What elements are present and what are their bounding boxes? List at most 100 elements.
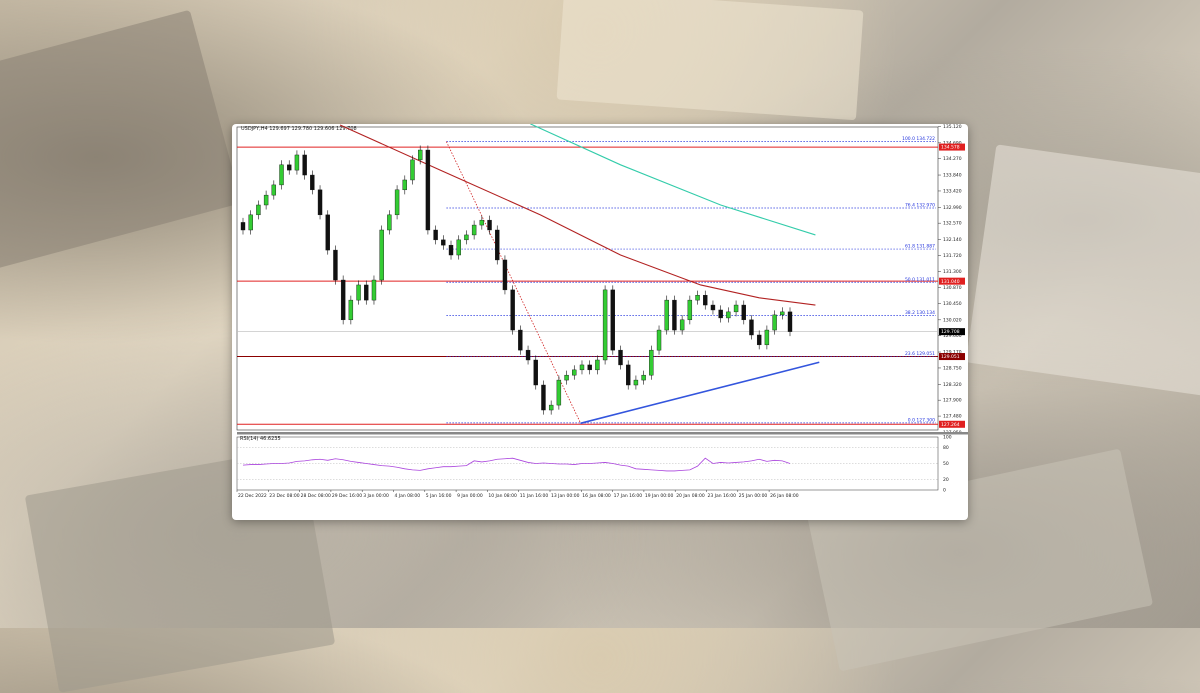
y-tick-label: 132.570 (943, 221, 962, 227)
candle-body (317, 189, 323, 216)
candle-body (279, 164, 284, 186)
x-tick-label: 26 Jan 08:00 (770, 493, 799, 499)
chart-card: USDJPY,H4 129.697 129.780 129.606 129.70… (232, 124, 968, 520)
y-tick-label: 127.480 (943, 414, 962, 420)
y-tick-label: 129.600 (943, 333, 962, 339)
x-tick-label: 23 Jan 16:00 (708, 493, 737, 499)
candle-body (356, 284, 361, 301)
candle-body (240, 222, 246, 231)
plot-frame (236, 126, 939, 431)
y-tick-label: 135.120 (943, 124, 962, 130)
candle-body (256, 204, 261, 216)
candle-body (687, 299, 693, 321)
candle-body (556, 379, 562, 406)
candle-body (733, 304, 739, 313)
candle-body (664, 299, 669, 331)
y-tick-label: 133.840 (943, 173, 962, 179)
y-tick-label: 127.900 (943, 398, 962, 404)
candle-body (441, 239, 446, 246)
candle-body (764, 329, 770, 346)
candle-body (518, 329, 523, 351)
x-tick-label: 23 Dec 08:00 (269, 493, 299, 499)
price-label: 131.040 (941, 279, 960, 285)
rsi-tick-label: 80 (943, 445, 949, 451)
candle-body (471, 224, 477, 236)
candle-body (464, 234, 469, 241)
x-tick-label: 3 Jan 00:00 (363, 493, 389, 499)
fib-level-label: 23.6 129.051 (905, 351, 935, 357)
chart-title: USDJPY,H4 129.697 129.780 129.606 129.70… (241, 126, 357, 132)
x-tick-label: 29 Dec 16:00 (332, 493, 362, 499)
y-tick-label: 134.270 (943, 156, 962, 162)
price-label-bg (939, 143, 965, 151)
y-tick-label: 128.750 (943, 365, 962, 371)
candle-body (340, 279, 346, 321)
candle-body (525, 349, 531, 361)
candle-body (379, 229, 384, 281)
fib-level-label: 76.4 132.970 (905, 203, 935, 209)
candle-body (587, 364, 592, 371)
x-tick-label: 13 Jan 00:00 (551, 493, 580, 499)
candle-body (387, 214, 392, 231)
y-tick-label: 131.720 (943, 253, 962, 259)
x-tick-label: 5 Jan 16:00 (426, 493, 452, 499)
candle-body (595, 359, 600, 371)
y-tick-label: 134.690 (943, 140, 962, 146)
candle-body (364, 284, 369, 301)
x-tick-label: 28 Dec 08:00 (301, 493, 331, 499)
candle-body (695, 294, 700, 301)
rsi-tick-label: 100 (943, 435, 952, 441)
candle-body (633, 379, 639, 386)
fib-level-label: 100.0 134.722 (902, 136, 935, 142)
fib-level-label: 61.8 131.887 (905, 244, 935, 250)
x-tick-label: 16 Jan 08:00 (582, 493, 611, 499)
y-tick-label: 128.320 (943, 382, 962, 388)
x-tick-label: 25 Jan 00:00 (739, 493, 768, 499)
price-label: 127.264 (941, 422, 960, 428)
candle-body (579, 364, 585, 371)
candle-body (348, 299, 354, 321)
y-tick-label: 130.870 (943, 285, 962, 291)
y-tick-label: 130.020 (943, 317, 962, 323)
current-price-bg (939, 328, 965, 336)
candle-body (726, 311, 731, 319)
candle-body (703, 294, 708, 306)
price-label-bg (939, 420, 965, 428)
panel-separator (237, 432, 968, 435)
price-label-bg (939, 353, 965, 361)
candle-body (656, 329, 662, 351)
price-chart: 135.120 134.690 134.270 133.840 133.420 132.9… (236, 124, 968, 499)
candle-body (718, 309, 723, 319)
support-trendline (580, 361, 820, 425)
y-tick-label: 132.140 (943, 237, 962, 243)
rsi-tick-label: 0 (943, 488, 946, 494)
moving-average-green (530, 124, 816, 236)
price-label-bg (939, 277, 965, 285)
candle-body (287, 164, 292, 171)
candle-body (541, 384, 546, 411)
candle-body (294, 154, 300, 171)
moving-average-red (339, 124, 816, 306)
candle-body (533, 359, 538, 386)
candle-body (425, 149, 431, 231)
candle-body (417, 149, 423, 161)
candle-body (271, 184, 277, 196)
candle-body (749, 319, 754, 336)
y-tick-label: 131.300 (943, 269, 962, 275)
candle-body (402, 179, 407, 191)
candle-body (610, 289, 616, 351)
candle-body (649, 349, 654, 376)
rsi-tick-label: 20 (943, 477, 949, 483)
swing-dotted-line (446, 141, 581, 424)
candle-body (787, 311, 793, 332)
rsi-line (242, 457, 791, 472)
candle-body (263, 194, 269, 206)
candle-body (310, 174, 315, 191)
candle-body (672, 299, 677, 331)
candle-body (487, 219, 492, 231)
rsi-tick-label: 50 (943, 461, 949, 467)
candle-body (679, 319, 685, 331)
y-tick-label: 132.990 (943, 205, 962, 211)
candle-body (772, 314, 777, 331)
x-tick-label: 10 Jan 08:00 (488, 493, 517, 499)
